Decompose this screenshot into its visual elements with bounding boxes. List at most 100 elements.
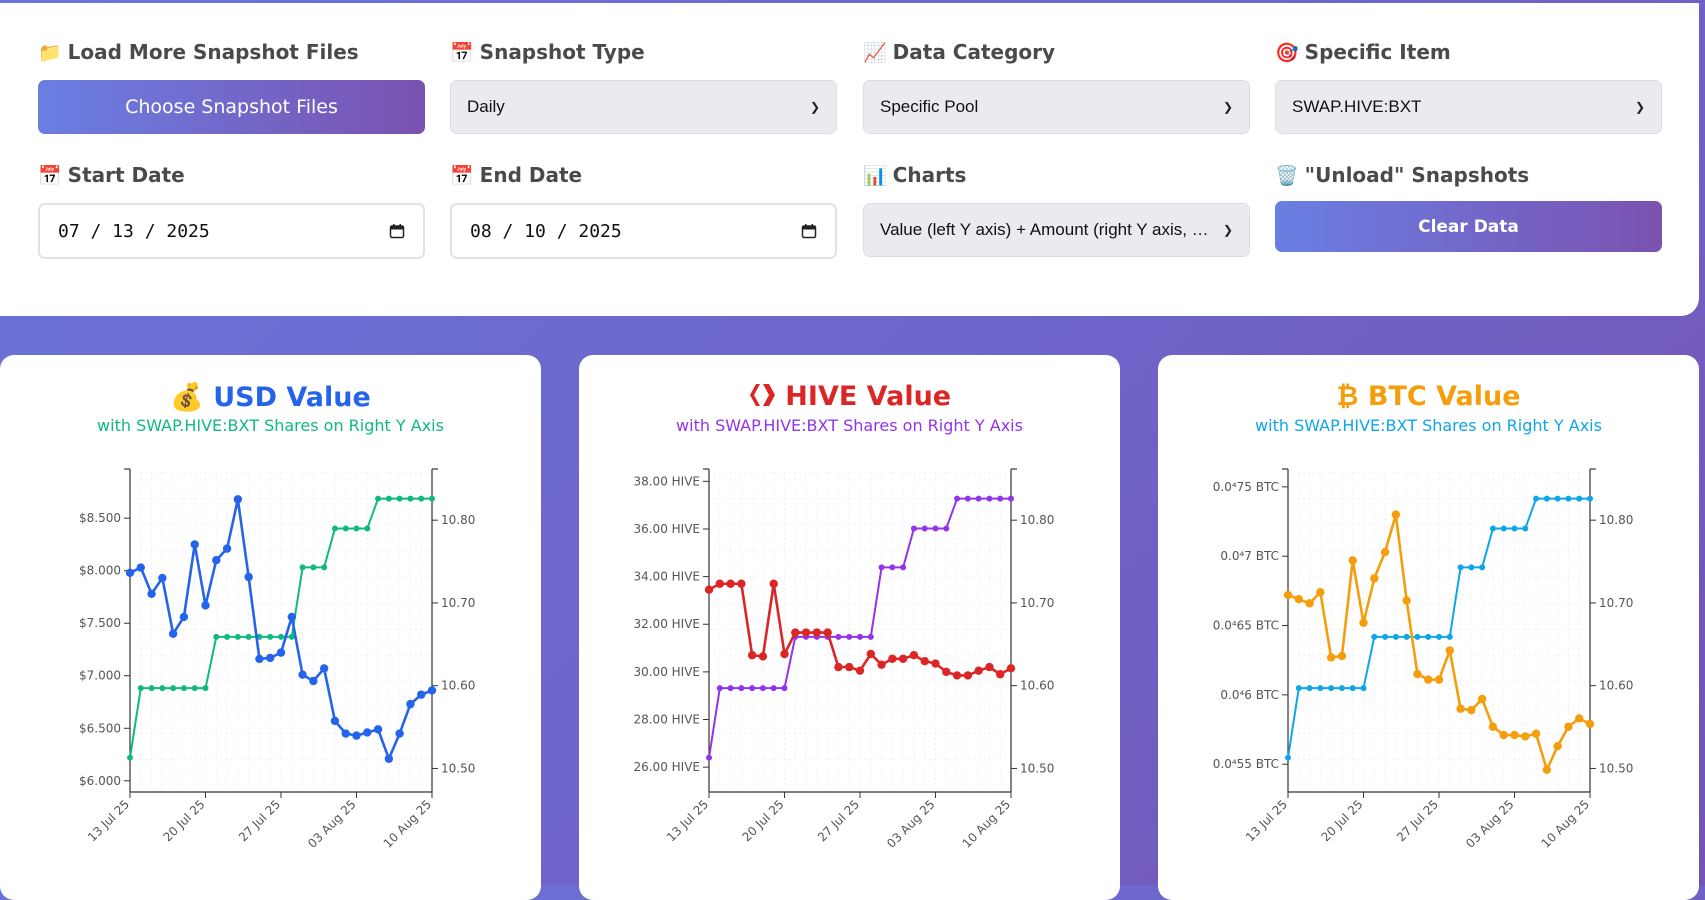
x-tick-label: 27 Jul 25 — [236, 797, 283, 844]
x-tick-label: 20 Jul 25 — [1318, 797, 1365, 844]
card-title-text: USD Value — [213, 382, 371, 413]
value-point — [1542, 765, 1552, 774]
card-title: 💰 USD Value — [0, 381, 541, 413]
data-category-select[interactable]: Specific Pool ❯ — [863, 80, 1250, 134]
value-point — [801, 628, 811, 637]
snapshot-type-select[interactable]: Daily ❯ — [450, 80, 837, 134]
shares-point — [245, 633, 252, 640]
left-tick-label: 0.0⁴55 BTC — [1213, 757, 1279, 771]
unload-label: 🗑️ "Unload" Snapshots — [1275, 161, 1662, 189]
value-point — [147, 589, 156, 599]
charts-control: 📊 Charts Value (left Y axis) + Amount (ri… — [863, 161, 1250, 257]
value-point — [406, 699, 415, 709]
value-point — [190, 540, 199, 549]
shares-point — [127, 754, 133, 761]
shares-point — [1328, 685, 1335, 692]
value-point — [1499, 730, 1508, 740]
shares-point — [1295, 685, 1302, 692]
charts-label: 📊 Charts — [863, 161, 1250, 189]
shares-point — [288, 633, 295, 640]
end-date-label-text: End Date — [479, 163, 583, 187]
shares-point — [781, 685, 788, 692]
value-point — [996, 670, 1005, 679]
btc-value-card: ₿ BTC Value with SWAP.HIVE:BXT Shares on… — [1158, 355, 1699, 900]
calendar-picker-icon[interactable] — [801, 223, 817, 239]
value-point — [791, 628, 800, 637]
shares-point — [310, 564, 317, 571]
shares-point — [759, 685, 766, 692]
value-point — [845, 662, 854, 672]
left-tick-label: 30.00 HIVE — [633, 665, 700, 679]
chevron-down-icon: ❯ — [809, 100, 820, 114]
charts-select[interactable]: Value (left Y axis) + Amount (right Y ax… — [863, 203, 1250, 257]
specific-item-value: SWAP.HIVE:BXT — [1292, 97, 1422, 116]
shares-point — [137, 685, 144, 692]
charts-value: Value (left Y axis) + Amount (right Y ax… — [880, 220, 1209, 239]
value-point — [330, 716, 340, 726]
value-point — [136, 563, 145, 572]
shares-point — [1511, 525, 1518, 532]
value-point — [125, 568, 135, 577]
shares-point — [1576, 495, 1583, 502]
right-tick-label: 10.70 — [441, 596, 475, 610]
value-point — [168, 629, 178, 638]
value-point — [1553, 741, 1562, 751]
right-tick-label: 10.60 — [441, 679, 475, 693]
value-point — [931, 659, 940, 668]
shares-point — [1436, 633, 1442, 640]
shares-point — [1338, 685, 1345, 692]
bitcoin-icon: ₿ — [1336, 381, 1359, 412]
left-tick-label: 38.00 HIVE — [633, 474, 700, 488]
shares-point — [418, 495, 425, 502]
shares-point — [1446, 633, 1453, 640]
value-point — [287, 612, 296, 622]
value-point — [1564, 722, 1573, 731]
calendar-icon: 📅 — [38, 165, 62, 187]
value-point — [888, 654, 897, 663]
end-date-input[interactable]: 08 / 10 / 2025 — [450, 203, 837, 259]
grid — [708, 472, 1012, 786]
value-point — [427, 686, 437, 695]
value-point — [1402, 596, 1411, 605]
shares-point — [364, 525, 371, 532]
calendar-picker-icon[interactable] — [389, 223, 405, 239]
value-point — [769, 579, 778, 588]
choose-files-button[interactable]: Choose Snapshot Files — [38, 80, 425, 134]
start-date-value: 07 / 13 / 2025 — [58, 220, 210, 242]
shares-point — [1425, 633, 1432, 640]
specific-item-select[interactable]: SWAP.HIVE:BXT ❯ — [1275, 80, 1662, 134]
left-tick-label: $8.500 — [79, 511, 121, 525]
value-point — [341, 729, 350, 738]
clear-data-button[interactable]: Clear Data — [1275, 201, 1662, 252]
x-tick-label: 13 Jul 25 — [85, 797, 132, 844]
shares-point — [835, 633, 842, 640]
value-point — [1359, 618, 1368, 627]
value-point — [363, 728, 372, 737]
value-point — [233, 495, 243, 504]
x-tick-label: 10 Aug 25 — [960, 797, 1013, 850]
specific-item-label-text: Specific Item — [1304, 40, 1451, 64]
left-tick-label: 34.00 HIVE — [633, 570, 700, 584]
value-point — [737, 579, 746, 588]
shares-point — [986, 495, 993, 502]
left-tick-label: 0.0⁴75 BTC — [1213, 480, 1279, 494]
value-point — [255, 654, 264, 664]
shares-point — [159, 685, 166, 692]
shares-point — [396, 495, 403, 502]
specific-item-control: 🎯 Specific Item SWAP.HIVE:BXT ❯ — [1275, 38, 1662, 134]
usd-value-chart: $6.000 $6.500 $7.000 $7.500 $8.000 $8.500 10.5… — [79, 468, 475, 851]
left-tick-label: 0.0⁴65 BTC — [1213, 619, 1279, 633]
x-tick-label: 10 Aug 25 — [381, 797, 434, 850]
value-point — [1348, 556, 1357, 565]
shares-point — [1522, 525, 1529, 532]
target-icon: 🎯 — [1275, 42, 1299, 64]
shares-point — [1587, 495, 1593, 502]
value-point — [747, 650, 757, 660]
shares-point — [1554, 495, 1561, 502]
data-category-control: 📈 Data Category Specific Pool ❯ — [863, 38, 1250, 134]
value-point — [1510, 730, 1519, 740]
x-tick-label: 20 Jul 25 — [160, 797, 207, 844]
start-date-input[interactable]: 07 / 13 / 2025 — [38, 203, 425, 259]
chevron-down-icon: ❯ — [1222, 223, 1233, 237]
chevron-down-icon: ❯ — [1222, 100, 1233, 114]
